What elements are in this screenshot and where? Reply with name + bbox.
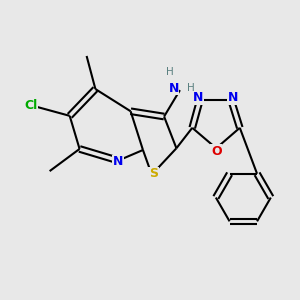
Text: N: N xyxy=(168,82,179,94)
Text: N: N xyxy=(113,155,124,169)
Text: O: O xyxy=(211,145,221,158)
Text: N: N xyxy=(228,92,238,104)
Text: Cl: Cl xyxy=(24,99,38,112)
Text: S: S xyxy=(149,167,158,180)
Text: H: H xyxy=(166,67,174,77)
Text: N: N xyxy=(193,92,203,104)
Text: H: H xyxy=(187,83,195,93)
